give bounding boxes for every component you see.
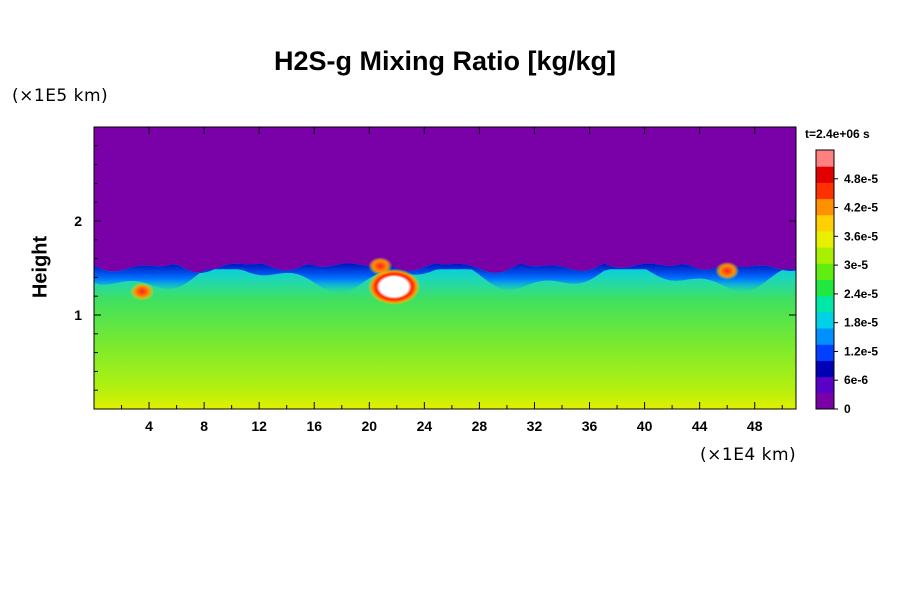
colorbar-tick-label: 1.8e-5 — [844, 316, 878, 330]
chart-title: H2S-g Mixing Ratio [kg/kg] — [273, 46, 616, 76]
hotspot-1 — [368, 268, 421, 305]
colorbar-swatch — [816, 360, 834, 378]
x-tick-label: 40 — [637, 418, 653, 434]
x-tick-label: 24 — [417, 418, 433, 434]
time-label: t=2.4e+06 s — [805, 127, 870, 141]
x-tick-label: 8 — [200, 418, 208, 434]
colorbar-swatch — [816, 376, 834, 394]
colorbar-tick-label: 4.2e-5 — [844, 201, 878, 215]
colorbar-swatch — [816, 311, 834, 329]
colorbar-swatch — [816, 247, 834, 264]
colorbar-swatch — [816, 166, 834, 183]
colorbar-tick-label: 1.2e-5 — [844, 344, 878, 358]
x-tick-label: 4 — [145, 418, 153, 434]
hotspot-3 — [715, 261, 740, 280]
x-tick-label: 12 — [251, 418, 267, 434]
colorbar-tick-label: 4.8e-5 — [844, 172, 878, 186]
heatmap-field — [94, 127, 796, 409]
x-tick-label: 44 — [692, 418, 708, 434]
y-tick-label: 1 — [74, 307, 82, 323]
colorbar-swatch — [816, 344, 834, 361]
colorbar-tick-label: 3.6e-5 — [844, 229, 878, 243]
hotspot-0 — [130, 282, 155, 301]
mixed-layer — [94, 263, 796, 409]
interface-band — [94, 263, 796, 294]
x-tick-label: 20 — [362, 418, 378, 434]
colorbar-tick-label: 3e-5 — [844, 258, 868, 272]
y-tick-label: 2 — [74, 213, 82, 229]
x-tick-label: 32 — [527, 418, 543, 434]
x-tick-label: 48 — [747, 418, 763, 434]
colorbar: 0 6e-6 1.2e-5 1.8e-5 2.4e-5 3e-5 3.6e-5 4.2e-5 4… — [815, 149, 878, 416]
plot-frame — [93, 126, 797, 410]
x-tick-label: 16 — [306, 418, 322, 434]
colorbar-swatch — [816, 230, 834, 248]
colorbar-tick-label: 2.4e-5 — [844, 287, 878, 301]
colorbar-swatch — [816, 150, 834, 167]
colorbar-tick-label: 0 — [844, 402, 851, 416]
x-axis-unit-label: (×1E4 km) — [700, 445, 797, 465]
colorbar-swatch — [816, 198, 834, 216]
x-tick-label: 36 — [582, 418, 598, 434]
colorbar-swatch — [816, 295, 834, 313]
colorbar-swatch — [816, 263, 834, 280]
colorbar-swatch — [816, 279, 834, 297]
colorbar-swatch — [816, 328, 834, 345]
colorbar-swatch — [816, 182, 834, 200]
x-tick-label: 28 — [472, 418, 488, 434]
colorbar-frame — [815, 149, 835, 410]
hotspot-2 — [368, 257, 393, 276]
colorbar-tick-label: 6e-6 — [844, 373, 868, 387]
y-axis-unit-label: (×1E5 km) — [12, 86, 109, 106]
colorbar-swatch — [816, 392, 834, 410]
colorbar-swatch — [816, 214, 834, 232]
